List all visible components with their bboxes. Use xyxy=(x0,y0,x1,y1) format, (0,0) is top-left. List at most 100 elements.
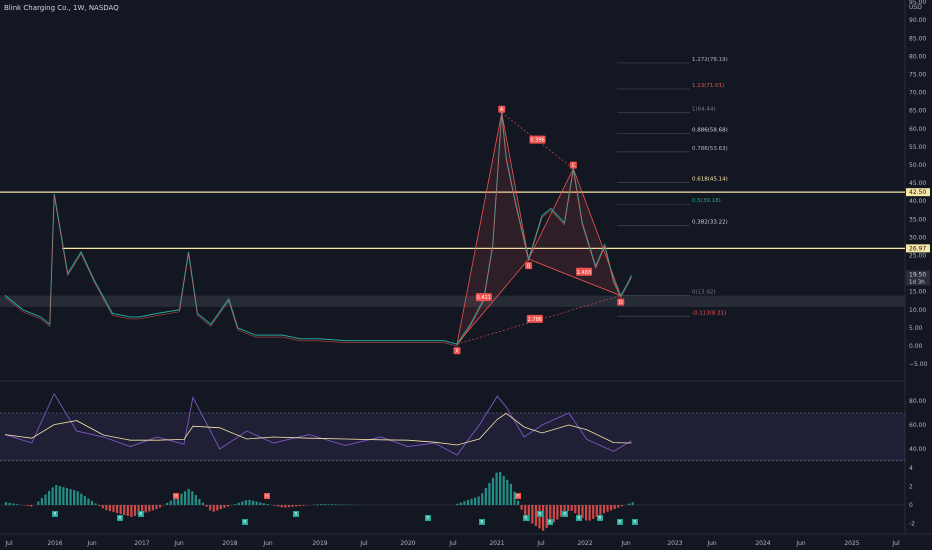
macd-histogram-bar xyxy=(15,504,18,505)
price-tick: 55.00 xyxy=(909,144,926,151)
macd-histogram-bar xyxy=(534,505,538,526)
macd-histogram-bar xyxy=(330,504,333,505)
macd-histogram-bar xyxy=(459,502,462,505)
macd-histogram-bar xyxy=(287,505,291,508)
macd-histogram-bar xyxy=(484,488,487,505)
macd-histogram-bar xyxy=(137,505,140,515)
price-tick: 90.00 xyxy=(909,17,926,24)
macd-histogram-bar xyxy=(316,504,319,505)
fib-level-label: 0.786(53.63) xyxy=(692,146,728,152)
macd-histogram-bar xyxy=(592,505,595,519)
macd-histogram-bar xyxy=(248,499,251,505)
macd-histogram-bar xyxy=(108,505,112,512)
macd-histogram-bar xyxy=(212,505,215,512)
divergence-label: R xyxy=(563,512,566,518)
pattern-point-badge xyxy=(453,347,461,355)
macd-histogram-bar xyxy=(506,479,509,505)
macd-histogram-bar xyxy=(577,505,580,516)
macd-histogram-bar xyxy=(294,505,298,507)
price-tick: 85.00 xyxy=(909,35,926,42)
divergence-badge xyxy=(242,519,248,525)
macd-histogram-bar xyxy=(119,505,122,515)
macd-histogram-bar xyxy=(327,504,330,505)
macd-tick: -2 xyxy=(909,520,915,527)
macd-tick: 4 xyxy=(909,465,913,472)
price-marker-box xyxy=(906,188,930,197)
divergence-label: R xyxy=(426,516,429,522)
macd-histogram-bar xyxy=(277,505,280,507)
time-axis-label: Jun xyxy=(262,540,273,547)
pattern-ratio-badge xyxy=(576,267,593,276)
time-axis-label: 2021 xyxy=(489,540,504,547)
price-tick: 95.00 xyxy=(909,0,926,6)
price-tick: 35.00 xyxy=(909,216,926,223)
macd-histogram-bar xyxy=(80,493,83,505)
macd-histogram-bar xyxy=(581,505,584,518)
macd-histogram-bar xyxy=(94,503,97,505)
rsi-tick: 80.00 xyxy=(909,398,926,405)
support-zone xyxy=(0,295,905,307)
macd-histogram-bar xyxy=(62,487,65,505)
time-axis-label: Jul xyxy=(4,540,13,547)
price-series-line-shadow xyxy=(4,114,632,347)
last-price-box xyxy=(906,270,930,286)
time-axis-label: 2024 xyxy=(755,540,770,547)
macd-histogram-bar xyxy=(531,505,534,524)
macd-histogram-bar xyxy=(588,505,591,521)
macd-histogram-bar xyxy=(169,500,172,505)
macd-histogram-bar xyxy=(599,505,602,516)
pattern-bcd xyxy=(528,167,622,297)
macd-histogram-bar xyxy=(466,500,470,505)
price-tick: 50.00 xyxy=(909,162,926,169)
fib-level-label: 0.382(33.22) xyxy=(692,220,728,226)
time-axis-label: 2019 xyxy=(312,540,327,547)
macd-histogram-bar xyxy=(473,497,477,505)
macd-histogram-bar xyxy=(65,488,69,505)
divergence-label: R xyxy=(577,516,580,522)
fib-level-label: 1.272(78.19) xyxy=(692,57,728,63)
pattern-ratio-badge xyxy=(526,314,543,323)
divergence-label: H xyxy=(174,494,177,500)
time-axis-label: Jun xyxy=(620,540,631,547)
macd-histogram-bar xyxy=(527,505,530,522)
macd-histogram-bar xyxy=(502,475,505,505)
time-axis-label: Jul xyxy=(536,540,545,547)
macd-histogram-bar xyxy=(176,495,180,505)
macd-histogram-bar xyxy=(266,504,269,505)
macd-histogram-bar xyxy=(194,495,197,505)
macd-histogram-bar xyxy=(302,505,305,506)
pattern-ratio-label: 2.786 xyxy=(528,317,542,323)
macd-histogram-bar xyxy=(209,505,212,511)
rsi-band xyxy=(0,413,905,461)
macd-tick: 2 xyxy=(909,484,913,491)
macd-histogram-bar xyxy=(255,501,258,505)
price-tick: 15.00 xyxy=(909,289,926,296)
price-tick: 65.00 xyxy=(909,108,926,115)
macd-histogram-bar xyxy=(223,505,226,508)
macd-histogram-bar xyxy=(133,505,137,516)
rsi-tick: 40.00 xyxy=(909,446,926,453)
time-axis-label: Jun xyxy=(706,540,717,547)
macd-histogram-bar xyxy=(219,505,222,510)
macd-histogram-bar xyxy=(280,505,283,508)
time-axis-label: Jul xyxy=(359,540,368,547)
macd-histogram-bar xyxy=(51,487,54,505)
macd-histogram-bar xyxy=(87,498,90,505)
price-tick: 40.00 xyxy=(909,198,926,205)
macd-histogram-bar xyxy=(180,493,183,505)
macd-histogram-bar xyxy=(205,505,208,507)
macd-histogram-bar xyxy=(126,505,129,516)
price-tick: 45.00 xyxy=(909,180,926,187)
divergence-badge xyxy=(576,515,582,521)
divergence-badge xyxy=(562,511,568,517)
divergence-label: R xyxy=(480,520,483,526)
macd-histogram-bar xyxy=(545,505,548,528)
macd-histogram-bar xyxy=(201,502,205,505)
macd-histogram-bar xyxy=(69,489,72,505)
macd-histogram-bar xyxy=(148,505,151,512)
macd-histogram-bar xyxy=(602,505,606,514)
time-axis-label: Jul xyxy=(448,540,457,547)
currency-label: USD xyxy=(909,4,922,11)
pattern-ratio-label: 1.483 xyxy=(577,270,591,276)
